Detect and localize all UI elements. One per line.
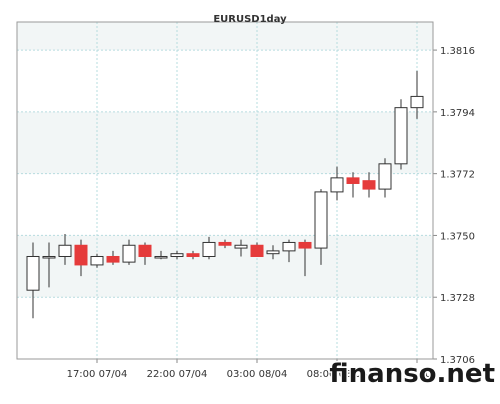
candle-body-down — [218, 241, 232, 246]
y-tick-label: 1.3728 — [440, 293, 475, 304]
candle-body-up — [378, 163, 392, 190]
y-tick-label: 1.3794 — [440, 108, 475, 119]
x-tick-label: 03:00 08/04 — [227, 369, 288, 380]
grid-band — [17, 111, 433, 174]
candle-body-down — [138, 244, 152, 257]
candle-body-up — [170, 253, 184, 257]
candle-body-up — [330, 177, 344, 193]
candle-body-down — [346, 177, 360, 184]
candle-body-up — [154, 255, 168, 259]
candle-body-up — [266, 250, 280, 255]
x-tick-label: 08:00 08/04 — [307, 369, 368, 380]
candle-body-down — [298, 241, 312, 249]
candle-body-up — [234, 244, 248, 249]
grid-band — [17, 22, 433, 51]
candle-body-down — [250, 244, 264, 257]
y-tick-label: 1.3750 — [440, 231, 475, 242]
candle-body-down — [106, 255, 120, 263]
x-tick-label: 13:00 — [403, 369, 432, 380]
y-tick-label: 1.3772 — [440, 170, 475, 181]
chart-title: EURUSD1day — [213, 14, 287, 25]
candle-body-up — [42, 255, 56, 259]
candle-body-up — [410, 95, 424, 109]
candle-body-up — [202, 241, 216, 257]
candle-body-up — [58, 244, 72, 257]
plot-border — [16, 21, 434, 360]
x-tick-label: 17:00 07/04 — [67, 369, 128, 380]
candle-body-up — [90, 255, 104, 266]
candle-body-up — [26, 255, 40, 291]
candle-body-up — [122, 244, 136, 263]
candle-body-down — [74, 244, 88, 266]
x-tick-label: 22:00 07/04 — [147, 369, 208, 380]
y-tick-label: 1.3816 — [440, 46, 475, 57]
candle-body-down — [362, 180, 376, 190]
y-tick-label: 1.3706 — [440, 355, 475, 366]
candle-body-down — [186, 253, 200, 257]
candle-body-up — [282, 241, 296, 252]
candle-body-up — [314, 191, 328, 249]
candle-body-up — [394, 107, 408, 165]
watermark-logo: finanso.net — [329, 359, 495, 389]
